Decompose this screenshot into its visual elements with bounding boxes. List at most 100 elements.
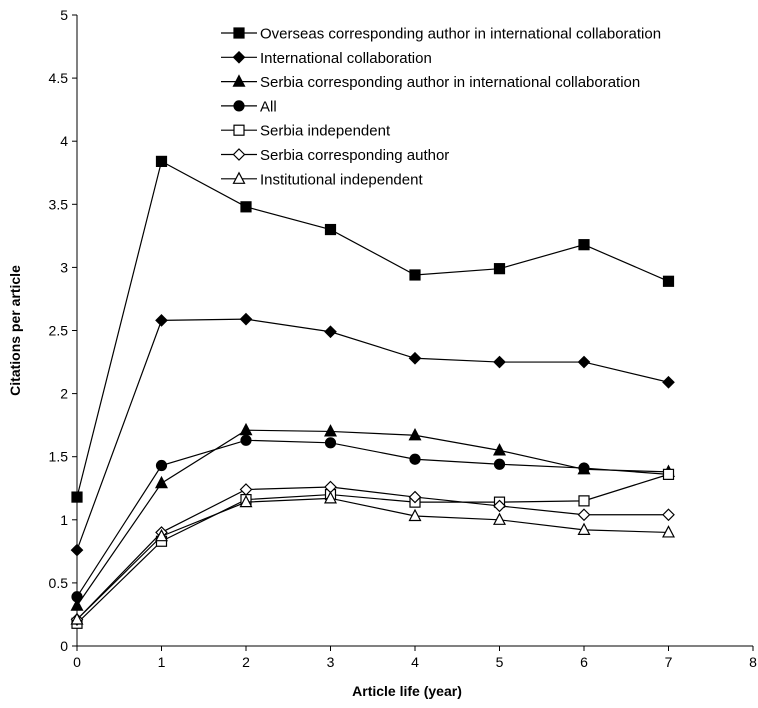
data-point bbox=[324, 491, 337, 504]
data-point bbox=[577, 522, 591, 535]
x-tick-label: 2 bbox=[242, 654, 250, 670]
legend-label: All bbox=[260, 98, 277, 115]
data-point bbox=[578, 495, 590, 507]
y-axis-title: Citations per article bbox=[7, 265, 23, 396]
legend-label: Institutional independent bbox=[260, 171, 423, 188]
data-point bbox=[155, 475, 168, 489]
data-point bbox=[662, 525, 675, 538]
data-point bbox=[662, 508, 675, 522]
legend-label: Serbia corresponding author bbox=[260, 147, 449, 164]
y-tick-label: 3 bbox=[60, 259, 68, 275]
data-point bbox=[155, 314, 168, 327]
data-point bbox=[493, 512, 506, 525]
legend-marker bbox=[233, 100, 245, 112]
data-point bbox=[493, 263, 506, 275]
data-point bbox=[71, 491, 83, 503]
data-point bbox=[155, 459, 168, 472]
series-line bbox=[76, 160, 669, 498]
legend-label: International collaboration bbox=[260, 50, 432, 67]
data-point bbox=[408, 508, 422, 522]
data-point bbox=[408, 351, 422, 365]
data-point bbox=[324, 437, 337, 449]
y-tick-label: 3.5 bbox=[49, 196, 69, 212]
data-point bbox=[662, 375, 675, 389]
series-line bbox=[76, 497, 669, 620]
data-point bbox=[239, 312, 253, 326]
data-point bbox=[578, 239, 590, 251]
y-tick-label: 2.5 bbox=[49, 323, 69, 339]
data-point bbox=[493, 499, 506, 513]
y-tick-label: 1 bbox=[60, 512, 68, 528]
legend-item-4: All bbox=[221, 98, 277, 115]
x-tick-label: 6 bbox=[580, 654, 588, 670]
legend-marker bbox=[233, 124, 245, 136]
data-point bbox=[578, 462, 590, 474]
x-tick-label: 8 bbox=[749, 654, 757, 670]
legend-marker bbox=[232, 148, 246, 161]
data-point bbox=[493, 458, 506, 470]
data-point bbox=[70, 543, 84, 557]
data-point bbox=[408, 427, 422, 441]
data-point bbox=[155, 155, 168, 167]
legend: Overseas corresponding author in interna… bbox=[221, 26, 661, 188]
data-point bbox=[239, 494, 253, 508]
series-7 bbox=[70, 491, 675, 625]
x-axis-title: Article life (year) bbox=[352, 683, 462, 699]
data-point bbox=[70, 612, 84, 625]
legend-item-3: Serbia corresponding author in internati… bbox=[221, 74, 640, 91]
y-tick-label: 0.5 bbox=[49, 575, 69, 591]
data-point bbox=[239, 422, 253, 436]
series-layer bbox=[70, 155, 675, 629]
legend-item-7: Institutional independent bbox=[221, 171, 423, 188]
legend-item-6: Serbia corresponding author bbox=[221, 147, 449, 164]
x-tick-label: 5 bbox=[496, 654, 504, 670]
data-point bbox=[409, 453, 421, 465]
legend-marker bbox=[232, 171, 246, 184]
y-tick-label: 1.5 bbox=[49, 449, 69, 465]
axes: 0 0.5 1 1.5 2 2.5 3 3.5 4 4.5 5 0 1 2 3 4 5 6 7 8 bbox=[49, 7, 758, 670]
data-point bbox=[71, 591, 83, 603]
data-point bbox=[493, 443, 506, 456]
y-tick-label: 4.5 bbox=[49, 70, 69, 86]
series-line bbox=[76, 318, 669, 551]
x-tick-label: 4 bbox=[411, 654, 419, 670]
series-1 bbox=[71, 155, 675, 503]
data-point bbox=[70, 598, 84, 611]
series-line bbox=[76, 439, 669, 598]
x-tick-label: 1 bbox=[158, 654, 166, 670]
data-point bbox=[240, 434, 252, 446]
y-tick-label: 2 bbox=[60, 386, 68, 402]
legend-marker bbox=[232, 74, 246, 87]
data-point bbox=[155, 528, 168, 542]
legend-item-1: Overseas corresponding author in interna… bbox=[221, 26, 661, 43]
data-point bbox=[493, 355, 506, 369]
data-point bbox=[662, 275, 675, 287]
series-line bbox=[76, 429, 669, 606]
data-point bbox=[662, 468, 675, 480]
series-line bbox=[76, 473, 669, 624]
x-tick-label: 3 bbox=[327, 654, 335, 670]
data-point bbox=[409, 269, 421, 281]
legend-label: Overseas corresponding author in interna… bbox=[260, 26, 661, 43]
data-point bbox=[324, 424, 337, 437]
data-point bbox=[408, 490, 422, 504]
legend-marker bbox=[232, 50, 246, 64]
data-point bbox=[577, 355, 591, 369]
data-point bbox=[240, 201, 252, 213]
legend-marker bbox=[233, 27, 245, 39]
y-tick-label: 5 bbox=[60, 7, 68, 23]
legend-item-2: International collaboration bbox=[221, 50, 432, 67]
series-5 bbox=[71, 468, 675, 629]
series-line bbox=[76, 486, 669, 620]
y-tick-label: 0 bbox=[60, 638, 68, 654]
x-tick-label: 0 bbox=[73, 654, 81, 670]
series-2 bbox=[70, 312, 675, 557]
y-tick-label: 4 bbox=[60, 133, 68, 149]
data-point bbox=[324, 325, 337, 339]
data-point bbox=[239, 483, 253, 496]
data-point bbox=[577, 508, 591, 522]
legend-item-5: Serbia independent bbox=[221, 123, 391, 140]
legend-label: Serbia independent bbox=[260, 123, 391, 140]
